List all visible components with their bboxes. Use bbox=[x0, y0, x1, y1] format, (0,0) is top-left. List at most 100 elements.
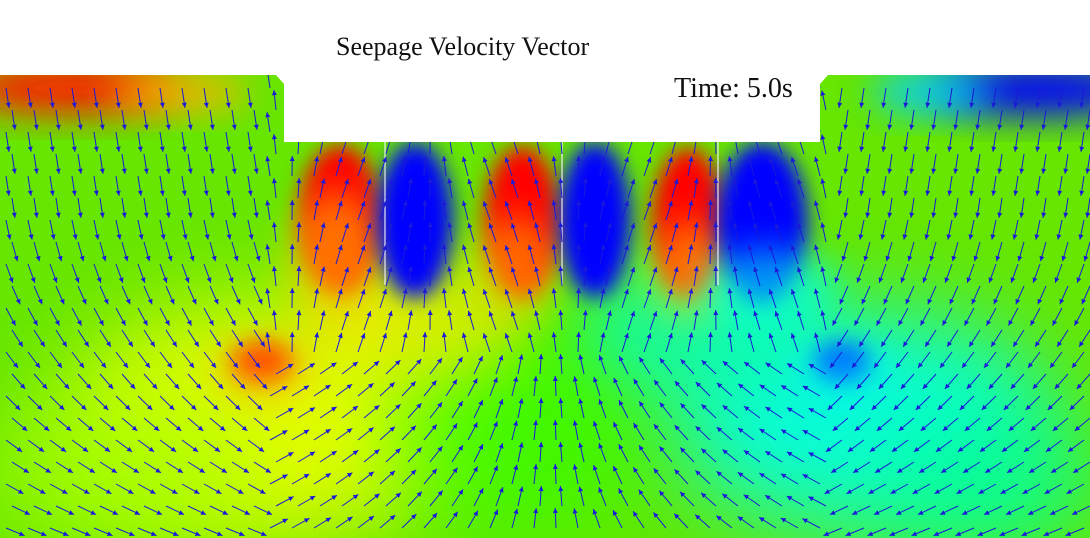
velocity-arrow-head bbox=[1034, 234, 1040, 240]
velocity-arrow-head bbox=[137, 190, 143, 196]
velocity-arrow-head bbox=[600, 200, 606, 206]
velocity-arrow-head bbox=[977, 531, 984, 536]
velocity-arrow-head bbox=[498, 399, 504, 405]
velocity-arrow-head bbox=[510, 223, 516, 229]
velocity-arrow-head bbox=[374, 493, 380, 499]
velocity-arrow-head bbox=[984, 362, 989, 368]
velocity-arrow-head bbox=[837, 190, 843, 196]
velocity-arrow-head bbox=[820, 222, 826, 228]
velocity-arrow-head bbox=[909, 124, 915, 130]
velocity-arrow-head bbox=[416, 491, 422, 497]
velocity-arrow-head bbox=[137, 102, 143, 108]
velocity-arrow-head bbox=[1023, 446, 1030, 452]
velocity-arrow-head bbox=[1085, 212, 1090, 218]
velocity-arrow-head bbox=[382, 156, 387, 163]
velocity-arrow-head bbox=[50, 234, 56, 240]
velocity-arrow-head bbox=[228, 277, 234, 283]
velocity-arrow-head bbox=[652, 179, 658, 185]
velocity-arrow-head bbox=[708, 156, 713, 162]
velocity-arrow-head bbox=[309, 496, 316, 501]
velocity-arrow-head bbox=[1032, 383, 1038, 389]
velocity-arrow-head bbox=[600, 288, 606, 294]
velocity-arrow-head bbox=[920, 320, 926, 326]
velocity-arrow-head bbox=[997, 212, 1003, 218]
velocity-arrow-head bbox=[143, 124, 149, 130]
velocity-arrow-head bbox=[839, 298, 845, 305]
velocity-arrow-head bbox=[211, 362, 216, 368]
velocity-arrow-head bbox=[534, 134, 539, 140]
velocity-arrow-head bbox=[592, 509, 598, 515]
velocity-arrow-head bbox=[169, 298, 175, 305]
velocity-arrow-head bbox=[149, 489, 156, 494]
velocity-arrow-head bbox=[646, 289, 652, 295]
velocity-arrow-head bbox=[668, 244, 673, 251]
velocity-arrow-head bbox=[247, 190, 253, 196]
velocity-arrow-head bbox=[1081, 298, 1087, 305]
velocity-arrow-head bbox=[116, 234, 122, 240]
velocity-arrow-head bbox=[422, 332, 428, 338]
velocity-arrow-head bbox=[865, 124, 871, 130]
velocity-arrow-head bbox=[5, 190, 11, 196]
velocity-arrow-head bbox=[787, 363, 793, 369]
velocity-arrow-head bbox=[93, 190, 99, 196]
velocity-arrow-head bbox=[1013, 146, 1019, 152]
velocity-arrow-head bbox=[624, 200, 629, 207]
velocity-arrow-head bbox=[123, 255, 129, 262]
velocity-arrow-head bbox=[510, 267, 516, 273]
velocity-arrow-head bbox=[843, 212, 849, 218]
velocity-arrow-head bbox=[1008, 320, 1014, 326]
velocity-arrow-head bbox=[814, 156, 819, 162]
velocity-arrow-head bbox=[969, 102, 975, 108]
velocity-arrow-head bbox=[461, 156, 467, 163]
velocity-arrow-head bbox=[488, 267, 494, 273]
velocity-arrow-head bbox=[1054, 277, 1060, 283]
velocity-arrow-head bbox=[325, 384, 331, 390]
cyan-ring-right-wall-tip bbox=[792, 336, 892, 400]
velocity-arrow-head bbox=[891, 446, 898, 452]
velocity-arrow-head bbox=[1083, 255, 1089, 262]
velocity-arrow-head bbox=[467, 134, 473, 141]
velocity-arrow-head bbox=[493, 377, 498, 383]
velocity-arrow-head bbox=[337, 332, 343, 339]
velocity-arrow-head bbox=[366, 179, 372, 185]
velocity-arrow-head bbox=[814, 332, 819, 338]
velocity-arrow-head bbox=[768, 245, 774, 251]
velocity-arrow-head bbox=[1079, 341, 1084, 347]
velocity-arrow-head bbox=[836, 234, 842, 240]
velocity-arrow-head bbox=[659, 402, 665, 408]
velocity-arrow-head bbox=[389, 426, 395, 432]
velocity-arrow-head bbox=[128, 531, 135, 536]
velocity-arrow-head bbox=[165, 212, 171, 218]
velocity-arrow-head bbox=[1001, 446, 1008, 452]
velocity-arrow-head bbox=[693, 266, 699, 272]
velocity-arrow-head bbox=[482, 289, 488, 295]
velocity-arrow-head bbox=[837, 102, 843, 108]
velocity-arrow-head bbox=[103, 298, 109, 305]
velocity-arrow-head bbox=[845, 531, 852, 536]
velocity-arrow-head bbox=[534, 266, 539, 272]
velocity-arrow-head bbox=[786, 407, 793, 413]
velocity-arrow-head bbox=[558, 266, 564, 272]
velocity-arrow-head bbox=[688, 244, 694, 250]
velocity-arrow-head bbox=[382, 288, 387, 295]
velocity-arrow-head bbox=[265, 244, 271, 250]
velocity-arrow-head bbox=[233, 255, 239, 262]
velocity-arrow-head bbox=[551, 288, 557, 294]
velocity-arrow-head bbox=[320, 310, 326, 316]
velocity-arrow-head bbox=[693, 134, 699, 140]
velocity-arrow-head bbox=[613, 466, 618, 472]
velocity-arrow-head bbox=[57, 362, 62, 368]
velocity-arrow-head bbox=[218, 383, 224, 389]
red-plume-2-fringe bbox=[470, 215, 560, 325]
velocity-arrow-head bbox=[416, 359, 422, 365]
velocity-arrow-head bbox=[153, 425, 160, 431]
velocity-arrow-head bbox=[271, 90, 277, 96]
velocity-arrow-head bbox=[619, 400, 624, 406]
velocity-arrow-head bbox=[695, 514, 701, 520]
velocity-arrow-head bbox=[659, 358, 665, 364]
velocity-arrow-head bbox=[925, 341, 930, 347]
velocity-arrow-head bbox=[133, 468, 139, 473]
velocity-arrow-head bbox=[997, 168, 1003, 174]
velocity-arrow-head bbox=[510, 135, 516, 141]
